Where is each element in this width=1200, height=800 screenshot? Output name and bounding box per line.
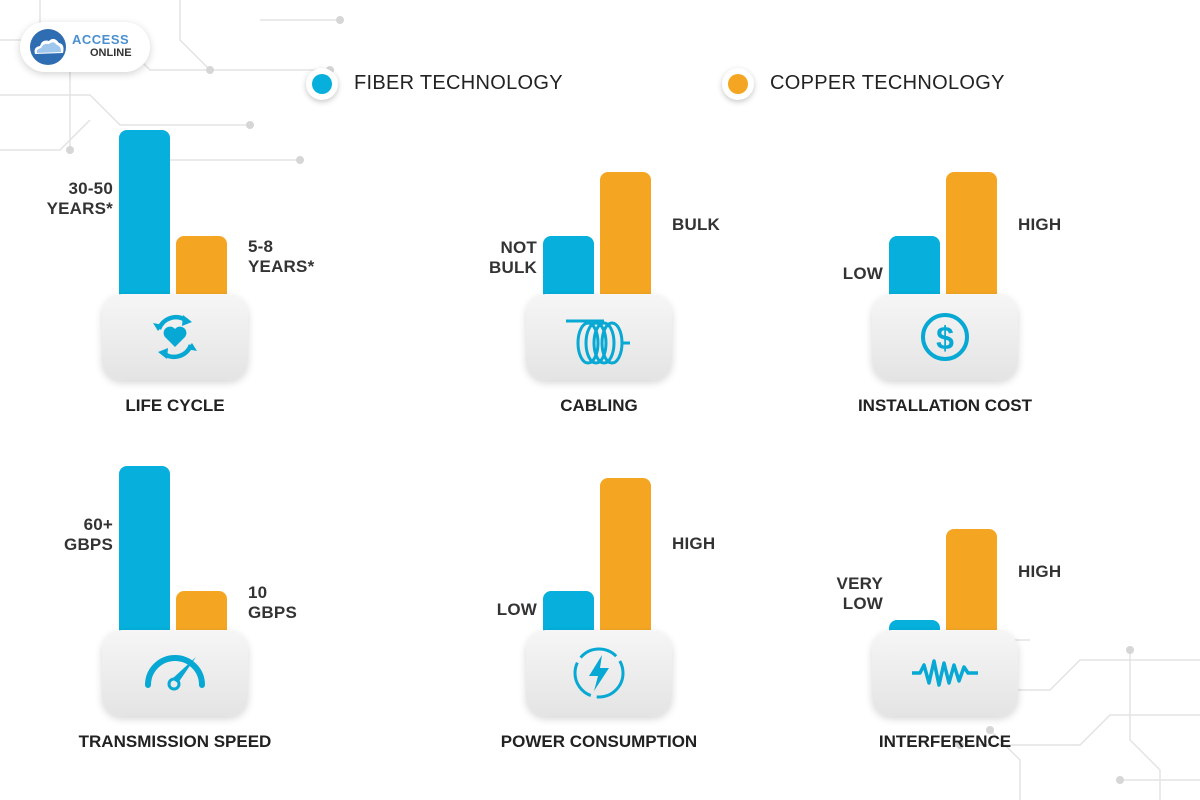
copper-value-label: BULK: [672, 214, 721, 234]
copper-bar: [946, 529, 997, 638]
fiber-bar: [119, 130, 170, 302]
fiber-value-label: NOT BULK: [488, 238, 537, 277]
legend-fiber-marker: [306, 68, 338, 100]
fiber-value-label: 30-50 YEARS*: [46, 178, 113, 218]
copper-bar: [600, 171, 651, 302]
lightning-bolt-icon: [573, 647, 625, 699]
legend-fiber-label: FIBER TECHNOLOGY: [354, 72, 563, 94]
fiber-bar: [543, 236, 594, 302]
fiber-value-label: 60+ GBPS: [64, 514, 113, 554]
icon-box: [526, 294, 672, 380]
legend-fiber-swatch: [312, 74, 332, 94]
logo-text-access: ACCESS: [72, 32, 130, 47]
icon-box: [102, 630, 248, 716]
copper-value-label: HIGH: [672, 534, 716, 554]
icon-box: $: [872, 294, 1018, 380]
cable-coil-icon: [566, 319, 630, 365]
copper-value-label: HIGH: [1018, 214, 1062, 234]
logo-text-online: ONLINE: [90, 47, 132, 59]
panel-installation-cost: LOW HIGH $ INSTALLATION COST: [843, 120, 1172, 450]
legend-copper-marker: [722, 68, 754, 100]
icon-box: [102, 294, 248, 380]
access-online-logo: ACCESS ONLINE: [20, 22, 150, 72]
copper-bar: [600, 477, 651, 638]
category-label: LIFE CYCLE: [125, 396, 225, 415]
legend-copper-label: COPPER TECHNOLOGY: [770, 72, 1005, 94]
copper-bar: [176, 236, 227, 302]
legend-copper-swatch: [728, 74, 748, 94]
category-label: CABLING: [560, 396, 638, 415]
copper-value-label: 5-8 YEARS*: [248, 237, 315, 277]
fiber-bar: [119, 466, 170, 638]
dollar-icon: $: [921, 313, 969, 361]
category-label: INTERFERENCE: [878, 732, 1012, 751]
panel-life-cycle: 30-50 YEARS* 5-8 YEARS* LIFE CYCLE: [47, 120, 402, 450]
speedometer-icon: [145, 655, 205, 691]
category-label: POWER CONSUMPTION: [500, 732, 698, 751]
fiber-value-label: LOW: [496, 600, 537, 619]
waveform-icon: [912, 659, 978, 687]
icon-box: [872, 630, 1018, 716]
panel-power-consumption: LOW HIGH POWER CONSUMPTION: [497, 456, 826, 786]
heart-recycle-icon: [153, 314, 197, 360]
panel-cabling: NOT BULK BULK CABLING: [489, 120, 826, 450]
copper-value-label: 10 GBPS: [248, 583, 297, 623]
category-label: TRANSMISSION SPEED: [78, 732, 272, 751]
fiber-value-label: VERY LOW: [836, 574, 883, 613]
fiber-bar: [889, 236, 940, 302]
cloud-icon: [30, 29, 66, 65]
fiber-value-label: LOW: [842, 264, 883, 283]
panel-transmission-speed: 60+ GBPS 10 GBPS TRANSMISSION SPEED: [64, 456, 402, 786]
copper-value-label: HIGH: [1018, 562, 1062, 582]
icon-box: [526, 630, 672, 716]
panel-interference: VERY LOW HIGH INTERFERENCE: [837, 456, 1172, 786]
copper-bar: [946, 171, 997, 302]
svg-text:$: $: [936, 320, 954, 356]
category-label: INSTALLATION COST: [857, 396, 1033, 415]
